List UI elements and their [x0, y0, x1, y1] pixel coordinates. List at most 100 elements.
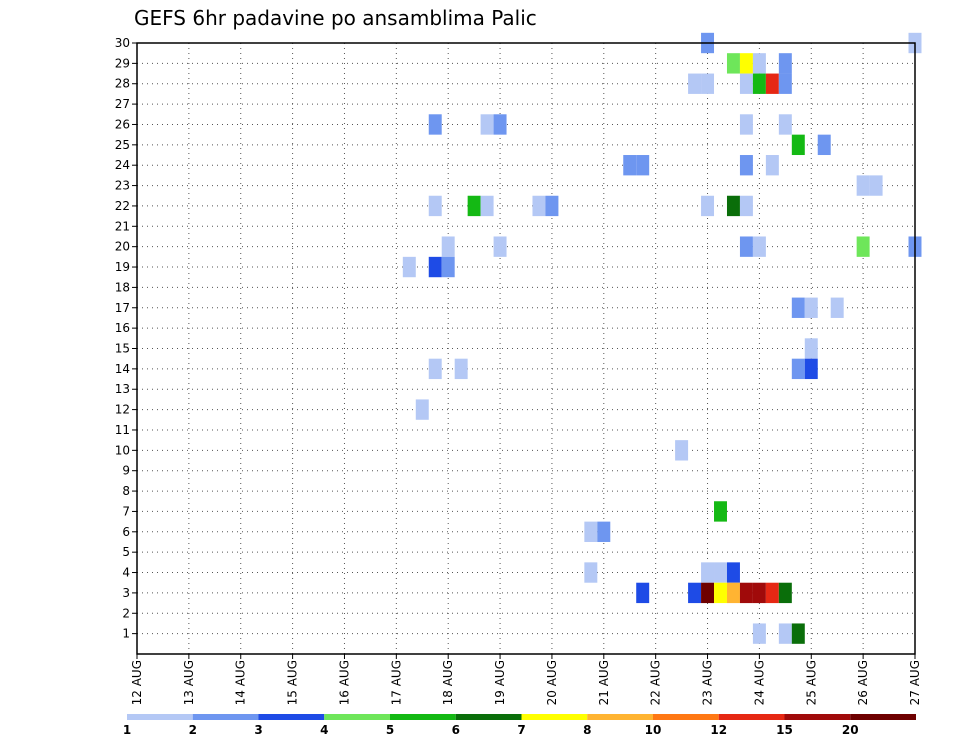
heatmap-cell: [480, 114, 494, 135]
x-tick-label: 17 AUG: [389, 660, 403, 705]
heatmap-cell: [701, 582, 715, 604]
heatmap-cell: [752, 582, 766, 604]
heatmap-cell: [701, 562, 715, 583]
heatmap-cell: [415, 399, 429, 420]
y-tick-label: 16: [115, 321, 130, 335]
heatmap-cell: [584, 562, 598, 583]
heatmap-cell: [493, 236, 507, 257]
heatmap-cell: [739, 53, 753, 74]
y-tick-label: 22: [115, 199, 130, 213]
legend-swatch: [324, 714, 390, 720]
legend-label: 6: [452, 723, 460, 737]
y-tick-label: 28: [115, 77, 130, 91]
heatmap-cell: [778, 623, 792, 644]
heatmap-cell: [752, 73, 766, 94]
heatmap-cell: [428, 256, 442, 278]
y-tick-label: 25: [115, 138, 130, 152]
y-tick-label: 29: [115, 56, 130, 70]
y-tick-label: 3: [122, 586, 130, 600]
heatmap-cell: [701, 195, 715, 217]
y-tick-label: 18: [115, 280, 130, 294]
x-tick-label: 24 AUG: [752, 660, 766, 705]
heatmap-cell: [726, 195, 740, 217]
y-tick-label: 5: [122, 545, 130, 559]
heatmap-cell: [804, 338, 818, 359]
heatmap-cell: [441, 236, 455, 257]
legend-swatch: [850, 714, 916, 720]
legend-label: 10: [645, 723, 662, 737]
heatmap-cell: [701, 73, 715, 94]
heatmap-cell: [739, 73, 753, 94]
x-tick-label: 23 AUG: [701, 660, 715, 705]
legend-swatch: [390, 714, 456, 720]
heatmap-cell: [765, 582, 779, 604]
heatmap-cell: [428, 358, 442, 380]
heatmap-cell: [869, 175, 883, 196]
heatmap-cell: [752, 623, 766, 644]
heatmap-cell: [791, 134, 805, 156]
heatmap-cell: [778, 53, 792, 74]
legend-label: 1: [123, 723, 131, 737]
y-tick-label: 12: [115, 403, 130, 417]
y-tick-label: 30: [115, 36, 130, 50]
heatmap-cell: [804, 297, 818, 318]
heatmap-cell: [428, 114, 442, 135]
legend-swatch: [127, 714, 193, 720]
legend-swatch: [784, 714, 851, 720]
legend-label: 20: [842, 723, 859, 737]
heatmap-cell: [726, 562, 740, 583]
legend-label: 8: [583, 723, 591, 737]
x-tick-label: 15 AUG: [286, 660, 300, 705]
y-tick-label: 4: [122, 566, 130, 580]
y-tick-label: 9: [122, 464, 130, 478]
heatmap-cell: [739, 195, 753, 217]
heatmap-cell: [765, 73, 779, 94]
heatmap-cell: [856, 175, 870, 196]
y-tick-label: 8: [122, 484, 130, 498]
heatmap-cell: [778, 582, 792, 604]
heatmap-cell: [714, 582, 727, 604]
y-tick-label: 23: [115, 179, 130, 193]
heatmap-cell: [817, 134, 831, 156]
y-tick-label: 19: [115, 260, 130, 274]
legend-label: 15: [776, 723, 793, 737]
heatmap-cell: [636, 582, 650, 604]
legend-label: 4: [320, 723, 328, 737]
heatmap-cell: [441, 256, 455, 278]
x-tick-label: 25 AUG: [804, 660, 818, 705]
heatmap-cell: [623, 155, 637, 176]
heatmap-cell: [545, 195, 559, 217]
heatmap-cell: [532, 195, 546, 217]
legend-label: 2: [189, 723, 197, 737]
heatmap-cell: [454, 358, 468, 380]
heatmap-cell: [765, 155, 779, 176]
heatmap-cell: [402, 256, 416, 278]
heatmap-cell: [688, 73, 702, 94]
y-tick-label: 2: [122, 606, 130, 620]
legend-swatch: [718, 714, 785, 720]
heatmap-cell: [778, 73, 792, 94]
heatmap-cell: [467, 195, 481, 217]
heatmap-cell: [726, 582, 740, 604]
heatmap-cell: [480, 195, 494, 217]
y-tick-label: 17: [115, 301, 130, 315]
legend-swatch: [258, 714, 325, 720]
x-tick-label: 12 AUG: [130, 660, 144, 705]
chart-title: GEFS 6hr padavine po ansamblima Palic: [134, 6, 537, 30]
x-tick-label: 21 AUG: [597, 660, 611, 705]
y-tick-label: 15: [115, 342, 130, 356]
heatmap-cell: [493, 114, 507, 135]
legend-swatch: [455, 714, 522, 720]
y-tick-label: 11: [115, 423, 130, 437]
heatmap-cell: [739, 114, 753, 135]
heatmap-cell: [428, 195, 442, 217]
heatmap-cell: [714, 501, 727, 522]
y-tick-label: 13: [115, 382, 130, 396]
heatmap-cell: [752, 236, 766, 257]
heatmap-cell: [636, 155, 650, 176]
x-tick-label: 14 AUG: [234, 660, 248, 705]
x-tick-label: 18 AUG: [441, 660, 455, 705]
y-tick-label: 20: [115, 240, 130, 254]
legend-label: 7: [517, 723, 525, 737]
